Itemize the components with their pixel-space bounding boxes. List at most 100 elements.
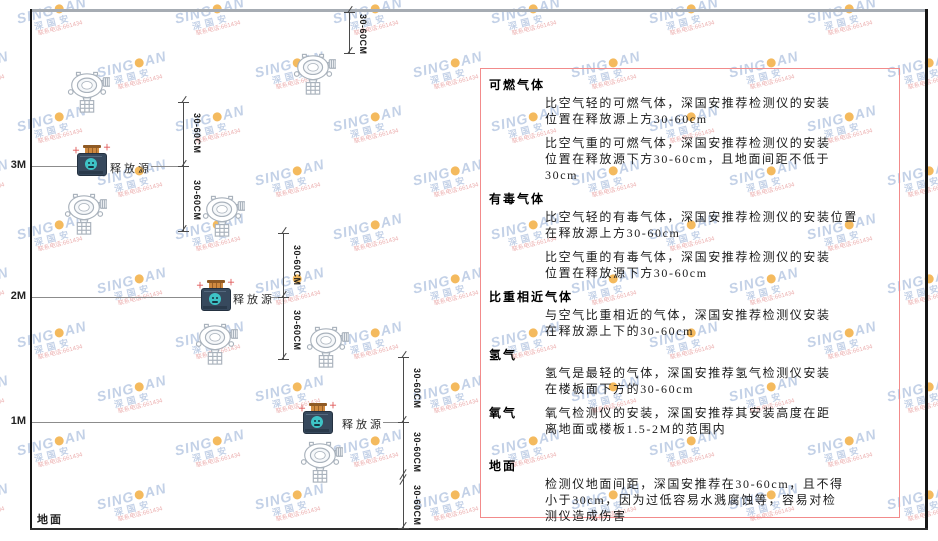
panel-section: 氧气 氧气检测仪的安装，深国安推荐其安装高度在距 离地面或楼板1.5-2M的范围内	[489, 405, 889, 445]
watermark-contact: 联系电话:661434	[275, 506, 322, 524]
watermark-cn-name: 深国安	[113, 390, 154, 410]
watermark-contact: 联系电话:661434	[433, 290, 480, 308]
ground-label: 地面	[37, 514, 63, 526]
panel-text-line: 比空气重的有毒气体，深国安推荐检测仪的安装	[545, 250, 831, 264]
panel-text-line: 小于30cm，因为过低容易水溅腐蚀等，容易对检	[545, 493, 837, 507]
dim-tick	[278, 297, 289, 298]
watermark-contact: 联系电话:661434	[353, 20, 400, 38]
watermark-contact: 联系电话:661434	[117, 506, 164, 524]
logo-dot-icon	[291, 489, 303, 501]
panel-text-line: 检测仪地面间距，深国安推荐在30-60cm，且不得	[545, 477, 844, 491]
panel-text-line: 在释放源上方30-60cm	[545, 226, 681, 240]
panel-text-line: 氢气是最轻的气体，深国安推荐氢气检测仪安装	[545, 366, 831, 380]
watermark-contact: 联系电话:661434	[195, 452, 242, 470]
panel-section: 可燃气体比空气轻的可燃气体，深国安推荐检测仪的安装 位置在释放源上方30-60cm…	[489, 77, 889, 183]
logo-dot-icon	[369, 435, 381, 447]
watermark-contact: 联系电话:661434	[433, 182, 480, 200]
gas-detector-icon	[64, 70, 110, 114]
watermark-cn-name: 深国安	[191, 12, 232, 32]
watermark-contact: 联系电话:661434	[511, 20, 558, 38]
watermark-cn-name: 深国安	[0, 386, 12, 413]
dim-label: 30-60CM	[412, 368, 422, 409]
dim-tick	[344, 12, 355, 13]
panel-paragraph: 比空气重的可燃气体，深国安推荐检测仪的安装 位置在释放源下方30-60cm，且地面…	[545, 135, 889, 183]
logo-dot-icon	[369, 111, 381, 123]
logo-dot-icon	[607, 57, 619, 69]
panel-section-body: 氧气检测仪的安装，深国安推荐其安装高度在距 离地面或楼板1.5-2M的范围内	[545, 405, 831, 445]
panel-paragraph: 比空气轻的可燃气体，深国安推荐检测仪的安装 位置在释放源上方30-60cm	[545, 95, 889, 127]
watermark-contact: 联系电话:661434	[0, 506, 6, 524]
watermark-cn-name: 深国安	[191, 444, 232, 464]
gas-detector-icon	[290, 52, 336, 96]
watermark-cn-name: 深国安	[429, 282, 470, 302]
panel-text-line: 在释放源上下的30-60cm	[545, 324, 695, 338]
watermark-cn-name: 深国安	[429, 498, 470, 518]
logo-dot-icon	[53, 327, 65, 339]
level-line-2m	[32, 297, 202, 298]
info-panel: 可燃气体比空气轻的可燃气体，深国安推荐检测仪的安装 位置在释放源上方30-60cm…	[480, 68, 900, 523]
dim-line-ceiling	[349, 12, 350, 53]
panel-text-line: 比空气重的可燃气体，深国安推荐检测仪的安装	[545, 136, 831, 150]
logo-dot-icon	[133, 489, 145, 501]
watermark-cn-name: 深国安	[113, 498, 154, 518]
panel-section-title: 有毒气体	[489, 192, 546, 206]
panel-text-line: 30cm	[545, 168, 579, 182]
logo-dot-icon	[449, 273, 461, 285]
watermark-cn-name: 深国安	[429, 390, 470, 410]
level-label-2m: 2M	[10, 290, 26, 302]
watermark-contact: 联系电话:661434	[433, 398, 480, 416]
logo-dot-icon	[211, 111, 223, 123]
watermark-contact: 联系电话:661434	[0, 182, 6, 200]
watermark-cn-name: 深国安	[349, 228, 390, 248]
dim-line-3m	[183, 102, 184, 232]
watermark-cn-name: 深国安	[429, 174, 470, 194]
watermark-contact: 联系电话:661434	[433, 506, 480, 524]
watermark-contact: 联系电话:661434	[669, 20, 716, 38]
watermark-contact: 联系电话:661434	[117, 74, 164, 92]
logo-dot-icon	[291, 165, 303, 177]
dim-tick	[178, 102, 189, 103]
right-border-line	[925, 9, 928, 530]
level-line-1m	[32, 422, 304, 423]
watermark-cn-name: 深国安	[191, 120, 232, 140]
release-source-label: 释放源	[233, 294, 275, 306]
panel-section-title: 可燃气体	[489, 78, 546, 92]
dim-tick	[278, 233, 289, 234]
panel-section-title: 比重相近气体	[489, 290, 574, 304]
gas-detector-icon	[297, 440, 343, 484]
panel-text-line: 比空气轻的有毒气体，深国安推荐检测仪的安装位置	[545, 210, 858, 224]
logo-dot-icon	[449, 489, 461, 501]
release-source-icon: ＋＋	[196, 278, 235, 312]
watermark-contact: 联系电话:661434	[0, 74, 6, 92]
logo-dot-icon	[449, 381, 461, 393]
watermark-contact: 联系电话:661434	[117, 290, 164, 308]
dim-tick	[398, 528, 409, 529]
level-line-2m-ext	[271, 297, 283, 298]
